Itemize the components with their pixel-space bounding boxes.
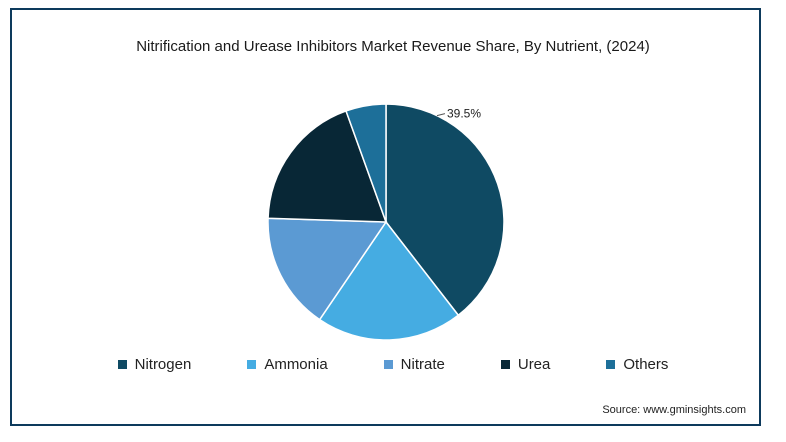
pie-slice-nitrogen	[385, 103, 505, 317]
pie-slice-nitrate	[267, 217, 388, 321]
legend-label: Ammonia	[264, 356, 328, 373]
legend-item-urea: Urea	[500, 356, 551, 373]
legend-item-others: Others	[606, 356, 668, 373]
pie-slice-ammonia	[318, 220, 460, 341]
legend-item-nitrogen: Nitrogen	[117, 356, 192, 373]
chart-title: Nitrification and Urease Inhibitors Mark…	[136, 38, 650, 55]
legend-label: Nitrogen	[134, 356, 192, 373]
chart-legend: Nitrogen Ammonia Nitrate Urea Others	[0, 356, 786, 373]
legend-swatch	[500, 360, 510, 369]
pie-slice-urea	[267, 110, 388, 223]
legend-swatch	[117, 360, 127, 369]
legend-swatch	[383, 360, 393, 369]
data-label-leader	[436, 113, 446, 117]
source-note: Source: www.gminsights.com	[602, 404, 746, 416]
legend-label: Nitrate	[400, 356, 445, 373]
legend-swatch	[247, 360, 257, 369]
legend-item-ammonia: Ammonia	[247, 356, 328, 373]
legend-swatch	[606, 360, 616, 369]
data-label-nitrogen: 39.5%	[447, 107, 481, 121]
legend-item-nitrate: Nitrate	[383, 356, 445, 373]
pie-slice-others	[345, 103, 387, 223]
legend-label: Urea	[517, 356, 551, 373]
legend-label: Others	[623, 356, 669, 373]
